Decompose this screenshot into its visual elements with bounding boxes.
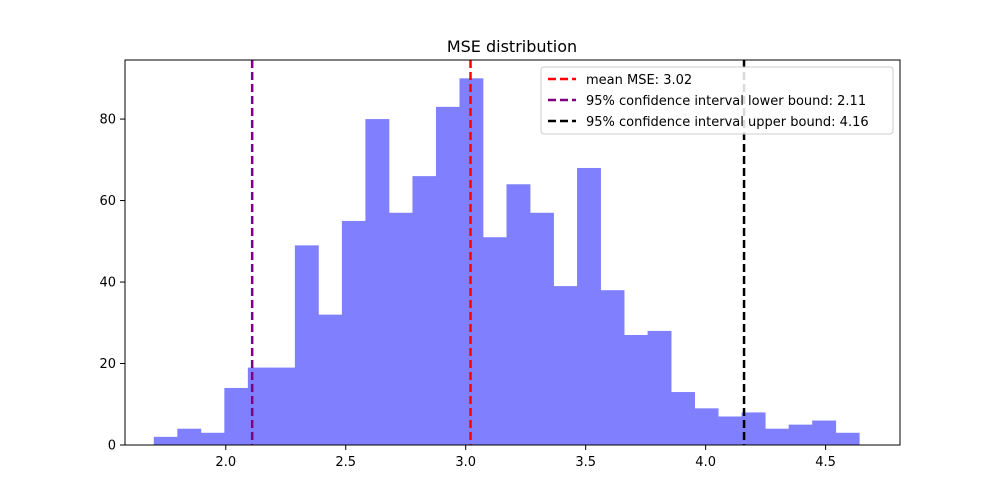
- histogram-bar: [153, 436, 178, 445]
- legend: mean MSE: 3.02 95% confidence interval lo…: [540, 66, 894, 135]
- histogram-bar: [624, 335, 648, 445]
- y-axis: 0 20 40 60 80: [99, 113, 125, 454]
- histogram-bar: [365, 119, 390, 446]
- histogram-bar: [412, 176, 437, 445]
- histogram-bar: [553, 286, 578, 445]
- histogram-bar: [530, 212, 554, 445]
- histogram-bar: [200, 432, 225, 445]
- histogram-bar: [671, 392, 696, 445]
- x-tick-label: 2.5: [335, 455, 356, 470]
- plot-frame: [124, 59, 901, 446]
- y-tick-label: 60: [99, 194, 116, 209]
- histogram-bar: [765, 428, 790, 445]
- histogram-bar: [647, 330, 672, 445]
- x-tick-label: 4.0: [695, 455, 716, 470]
- x-tick-label: 4.5: [815, 455, 836, 470]
- legend-box: [540, 66, 894, 135]
- histogram-bar: [435, 106, 460, 445]
- y-tick-label: 20: [99, 357, 116, 372]
- histogram-bar: [388, 212, 413, 445]
- histogram-bar: [694, 408, 719, 445]
- histogram-bar: [506, 184, 531, 445]
- y-tick-label: 80: [99, 113, 116, 128]
- histogram-bar: [459, 78, 484, 445]
- histogram-bar: [577, 167, 601, 446]
- x-tick-label: 3.5: [575, 455, 596, 470]
- x-tick-label: 3.0: [455, 455, 476, 470]
- legend-label: 95% confidence interval lower bound: 2.1…: [586, 94, 866, 109]
- y-tick-label: 40: [99, 276, 116, 291]
- histogram-bars: [153, 78, 860, 446]
- x-axis: 2.0 2.5 3.0 3.5 4.0 4.5: [215, 445, 836, 470]
- histogram-bar: [741, 412, 766, 445]
- histogram-bar: [224, 387, 249, 445]
- histogram-bar: [177, 428, 202, 445]
- histogram-bar: [271, 367, 296, 445]
- y-tick-label: 0: [108, 439, 116, 454]
- histogram-bar: [788, 424, 813, 445]
- histogram-bar: [600, 290, 625, 445]
- x-tick-label: 2.0: [215, 455, 236, 470]
- histogram-bar: [247, 367, 272, 445]
- histogram-bar: [835, 432, 860, 445]
- histogram-bar: [318, 314, 343, 445]
- histogram-bar: [294, 245, 319, 445]
- legend-label: mean MSE: 3.02: [586, 73, 692, 88]
- histogram-bar: [482, 237, 507, 445]
- chart-title: MSE distribution: [447, 37, 577, 56]
- histogram-bar: [718, 416, 743, 445]
- legend-label: 95% confidence interval upper bound: 4.1…: [586, 115, 869, 130]
- histogram-bar: [812, 420, 837, 445]
- histogram-bar: [341, 220, 366, 445]
